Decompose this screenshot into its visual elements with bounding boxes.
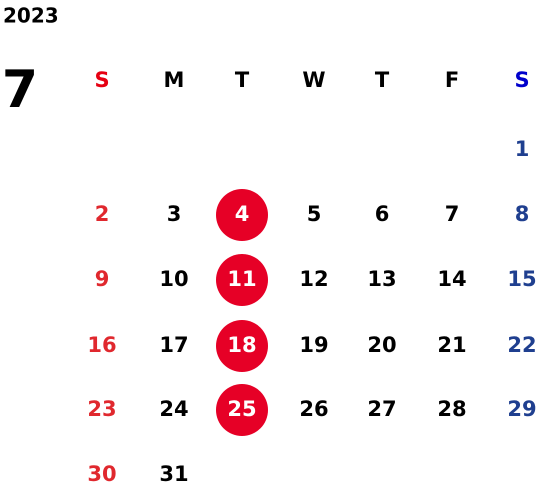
year: 2023 [3,4,59,28]
day-number: 3 [167,202,182,226]
highlight-circle [216,254,268,306]
day-number: 31 [159,462,188,486]
day-number: 22 [507,333,536,357]
day-number: 18 [227,333,256,357]
day-number: 1 [515,137,530,161]
day-number: 4 [235,202,250,226]
day-number: 8 [515,202,530,226]
weekday-label: S [94,68,109,92]
day-number: 24 [159,397,188,421]
highlight-circle [216,384,268,436]
day-number: 14 [437,267,466,291]
day-number: 30 [87,462,116,486]
day-number: 23 [87,397,116,421]
day-number: 20 [367,333,396,357]
day-number: 29 [507,397,536,421]
day-number: 13 [367,267,396,291]
weekday-label: T [375,68,390,92]
day-number: 12 [299,267,328,291]
day-number: 2 [95,202,110,226]
day-number: 16 [87,333,116,357]
day-number: 26 [299,397,328,421]
weekday-label: M [164,68,185,92]
day-number: 9 [95,267,110,291]
day-number: 7 [445,202,460,226]
day-number: 5 [307,202,322,226]
day-number: 10 [159,267,188,291]
weekday-label: W [302,68,325,92]
weekday-label: F [445,68,459,92]
day-number: 15 [507,267,536,291]
day-number: 25 [227,397,256,421]
month: 7 [2,60,38,120]
weekday-label: T [235,68,250,92]
day-number: 6 [375,202,390,226]
weekday-label: S [514,68,529,92]
highlight-circle [216,320,268,372]
day-number: 28 [437,397,466,421]
day-number: 17 [159,333,188,357]
day-number: 21 [437,333,466,357]
highlight-circle [216,189,268,241]
day-number: 19 [299,333,328,357]
day-number: 27 [367,397,396,421]
day-number: 11 [227,267,256,291]
